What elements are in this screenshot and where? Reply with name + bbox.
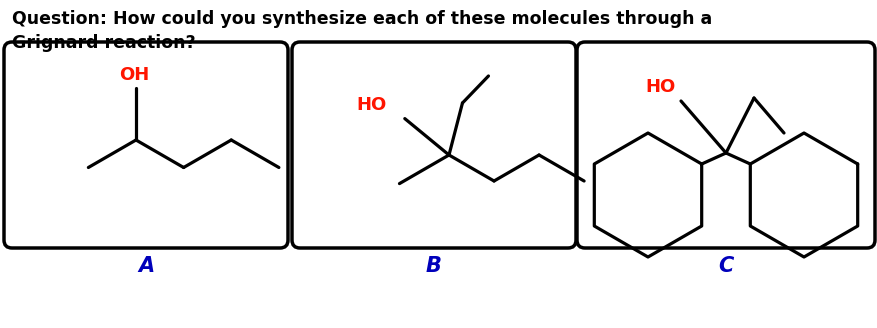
Text: HO: HO [645,78,675,96]
FancyBboxPatch shape [576,42,874,248]
Text: Question: How could you synthesize each of these molecules through a
Grignard re: Question: How could you synthesize each … [12,10,711,51]
Text: C: C [717,256,733,276]
FancyBboxPatch shape [292,42,575,248]
Text: B: B [425,256,441,276]
Text: OH: OH [118,66,149,84]
FancyBboxPatch shape [4,42,288,248]
Text: HO: HO [356,95,387,113]
Text: A: A [138,256,153,276]
